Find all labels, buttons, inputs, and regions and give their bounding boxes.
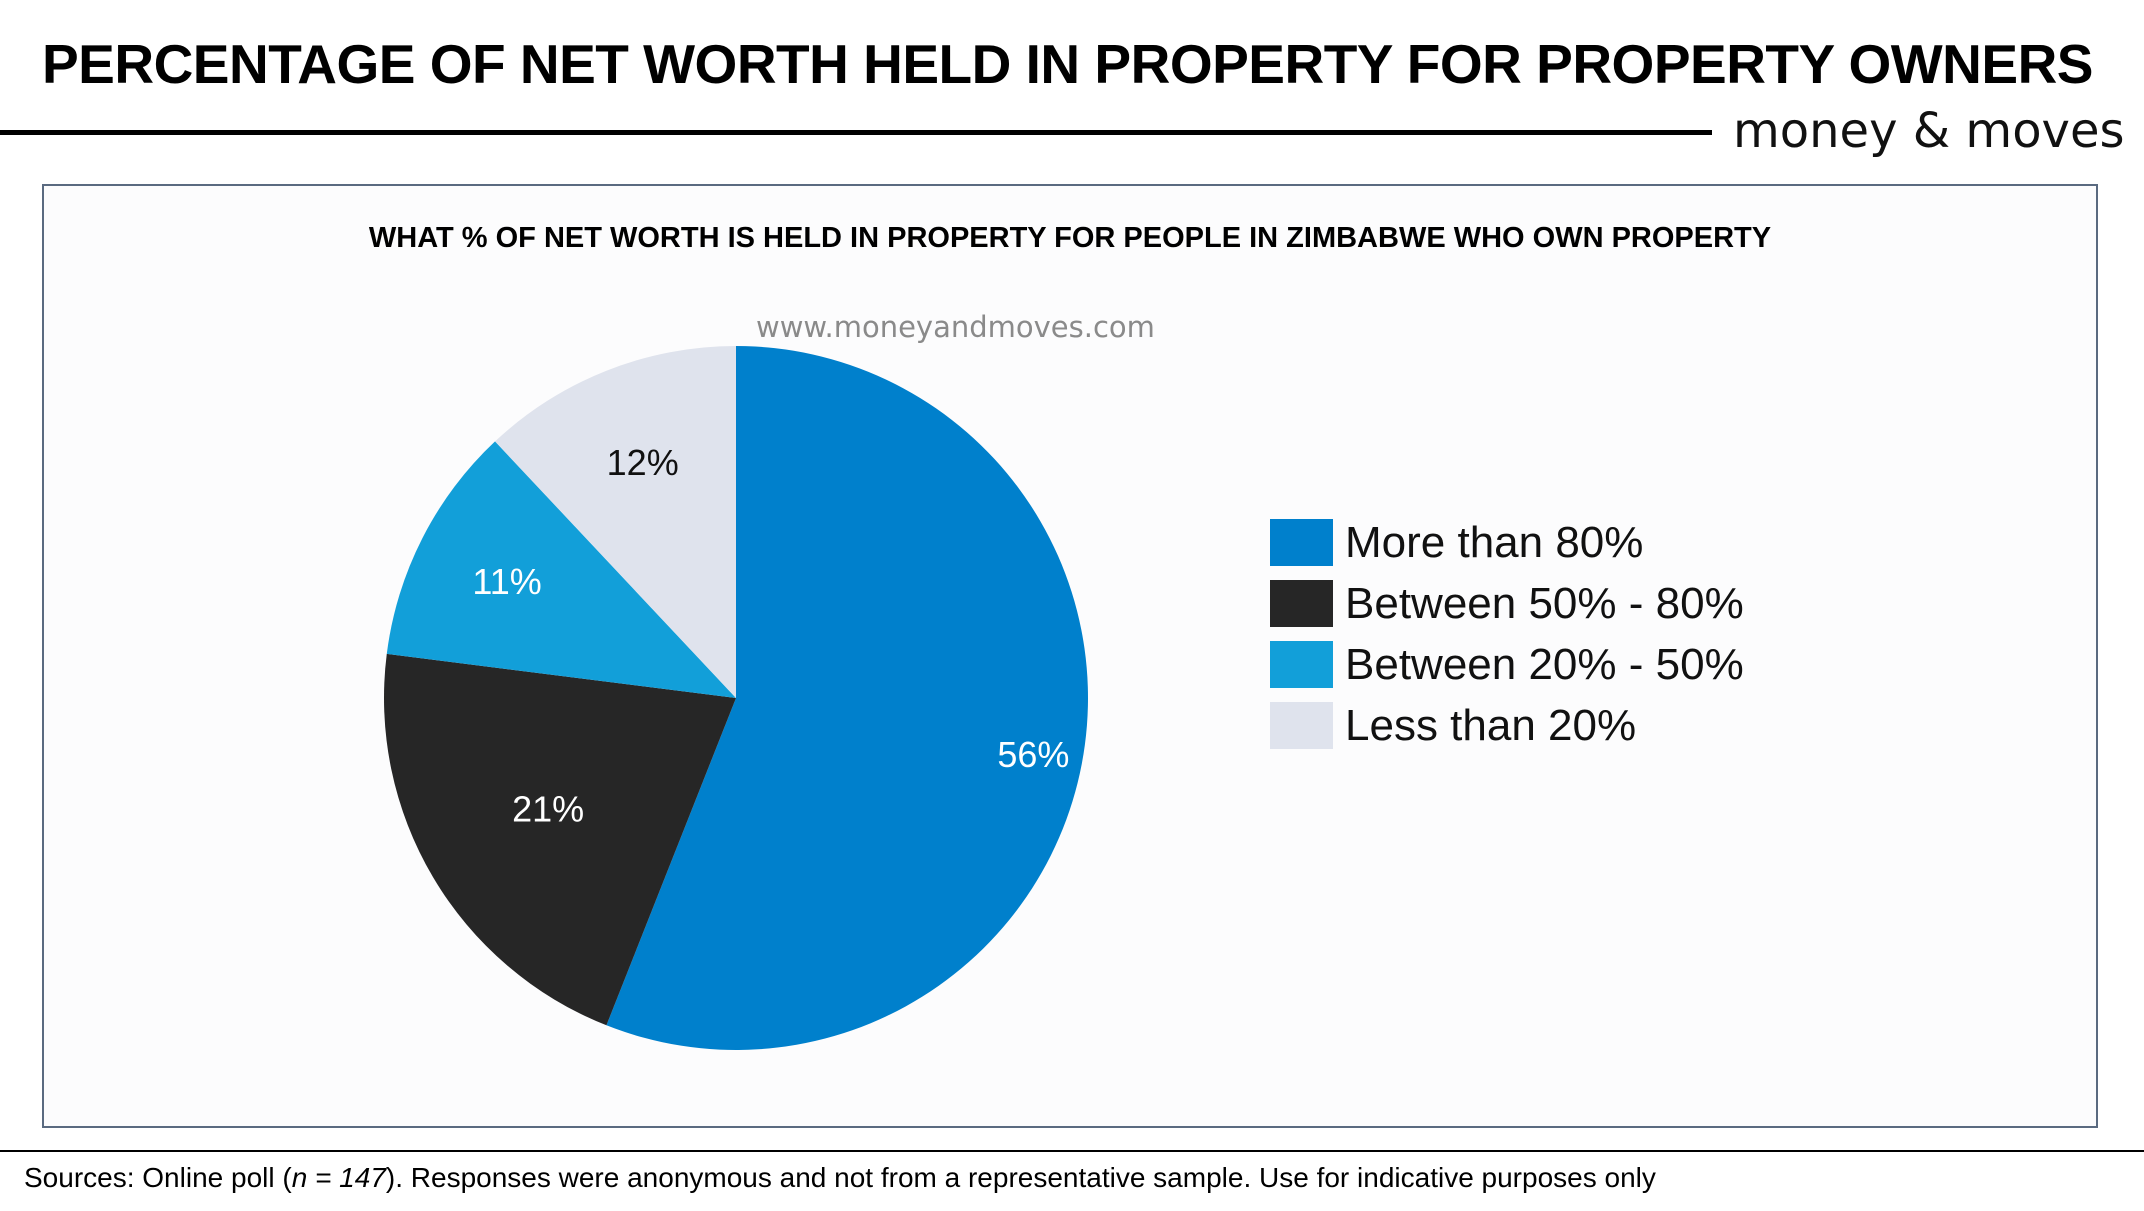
chart-title: WHAT % OF NET WORTH IS HELD IN PROPERTY … <box>368 222 1772 254</box>
legend-item: Less than 20% <box>1270 695 1744 756</box>
pie-data-label-4: 12% <box>607 442 679 483</box>
pie-slice-4 <box>495 346 736 698</box>
sources-sample-size: n = 147 <box>291 1162 386 1193</box>
sources-note: Sources: Online poll (n = 147). Response… <box>24 1162 1656 1194</box>
legend-label: Between 50% - 80% <box>1345 578 1744 628</box>
watermark: www.moneyandmoves.com <box>756 310 1155 344</box>
legend-swatch <box>1270 641 1333 688</box>
pie-data-label-3: 11% <box>472 561 541 602</box>
legend-swatch <box>1270 519 1333 566</box>
page-title: PERCENTAGE OF NET WORTH HELD IN PROPERTY… <box>42 33 2093 95</box>
legend-label: Between 20% - 50% <box>1345 639 1744 689</box>
footer-divider <box>0 1150 2144 1152</box>
legend-item: More than 80% <box>1270 512 1744 573</box>
legend-item: Between 50% - 80% <box>1270 573 1744 634</box>
pie-slice-2 <box>383 653 736 1026</box>
sources-suffix: ). Responses were anonymous and not from… <box>385 1162 1656 1193</box>
brand-logo: money & moves <box>1733 103 2125 159</box>
legend-item: Between 20% - 50% <box>1270 634 1744 695</box>
pie-slice-3 <box>386 441 736 698</box>
pie-slice-1 <box>606 346 1088 1050</box>
chart-legend: More than 80% Between 50% - 80% Between 20… <box>1270 512 1744 756</box>
chart-panel: WHAT % OF NET WORTH IS HELD IN PROPERTY … <box>42 184 2098 1128</box>
legend-swatch <box>1270 702 1333 749</box>
pie-data-label-2: 21% <box>512 789 584 830</box>
sources-prefix: Sources: Online poll ( <box>24 1162 292 1193</box>
legend-label: More than 80% <box>1345 517 1644 567</box>
legend-swatch <box>1270 580 1333 627</box>
pie-chart: 56% 21% 11% 12% <box>383 346 1088 1050</box>
pie-data-label-1: 56% <box>997 734 1069 775</box>
legend-label: Less than 20% <box>1345 700 1637 750</box>
title-divider <box>0 130 1712 135</box>
